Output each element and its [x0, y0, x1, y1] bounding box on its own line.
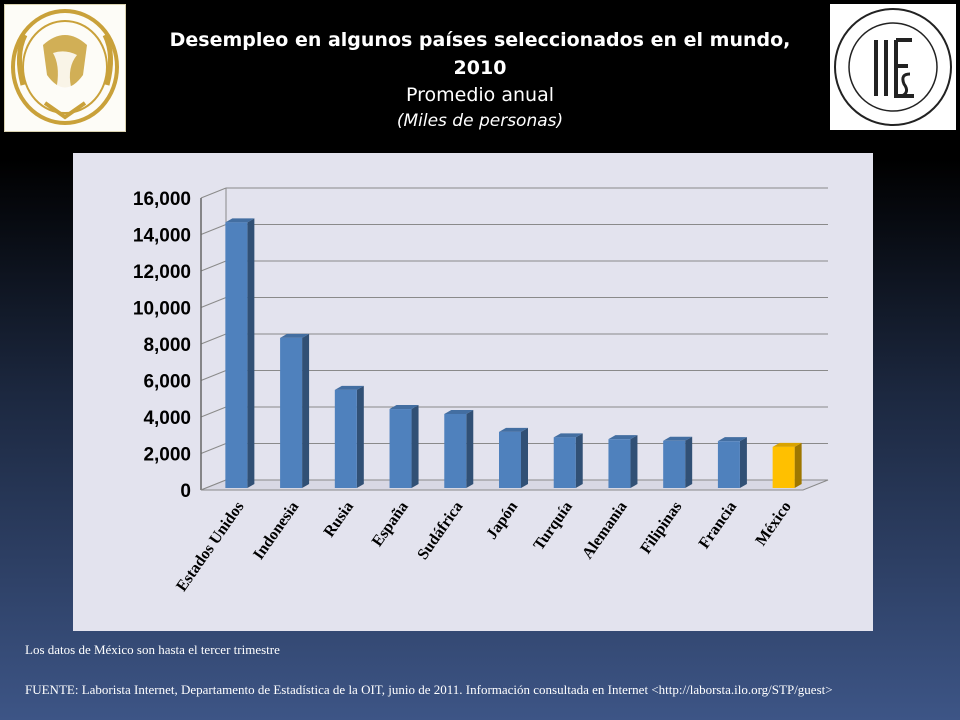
- bar-side: [466, 409, 474, 488]
- gridline-side: [200, 406, 227, 418]
- bar-top: [389, 405, 419, 410]
- bar: [553, 437, 576, 488]
- bar-top: [225, 218, 255, 223]
- bar-side: [794, 442, 802, 488]
- y-tick-label: 2,000: [143, 445, 191, 466]
- x-tick-label: Estados Unidos: [173, 499, 247, 595]
- source-note: FUENTE: Laborista Internet, Departamento…: [25, 682, 833, 697]
- iiec-logo: [830, 4, 956, 130]
- bar: [663, 440, 686, 488]
- gridline-side: [200, 297, 227, 308]
- x-tick-label: Sudáfrica: [414, 499, 466, 563]
- x-tick-label: Rusia: [321, 499, 357, 541]
- y-tick-label: 16,000: [133, 189, 191, 210]
- bar-side: [247, 218, 255, 488]
- y-tick-label: 8,000: [143, 335, 191, 356]
- bar-side: [302, 333, 310, 488]
- bar-top: [608, 435, 638, 440]
- x-tick-label: España: [369, 499, 412, 550]
- bar: [608, 439, 631, 488]
- bar-side: [356, 385, 364, 488]
- bar-side: [739, 437, 747, 488]
- gridline-side: [200, 187, 227, 199]
- y-tick-label: 12,000: [133, 262, 191, 283]
- bar-top: [663, 436, 693, 441]
- gridline-side: [200, 370, 227, 381]
- bar-top: [717, 437, 747, 442]
- chart-subtitle: Promedio anual: [406, 84, 554, 106]
- bar-top: [499, 427, 528, 432]
- bar-side: [630, 435, 638, 488]
- x-tick-label: Francia: [696, 499, 741, 552]
- gridline-side: [200, 224, 227, 235]
- bar-side: [521, 427, 528, 488]
- bar-top: [334, 385, 364, 390]
- bar: [225, 222, 248, 488]
- y-tick-label: 10,000: [133, 299, 191, 320]
- bar: [280, 337, 303, 488]
- bar: [717, 441, 740, 488]
- gridline-side: [200, 333, 227, 345]
- chart-title-line1: Desempleo en algunos países seleccionado…: [169, 29, 791, 51]
- footnote: Los datos de México son hasta el tercer …: [25, 642, 280, 657]
- y-tick-label: 0: [180, 481, 191, 502]
- bar-chart: 0 2,000 4,000 6,000 8,000 10,000 12,000 14,000 1…: [133, 187, 829, 595]
- bar-side: [411, 405, 419, 488]
- bar: [499, 431, 521, 488]
- iiec-seal-graphic: [834, 8, 952, 126]
- gridline-side: [200, 443, 227, 454]
- x-tick-label: Japón: [483, 498, 521, 542]
- y-tick-label: 4,000: [143, 408, 191, 429]
- chart-title-line2: 2010: [453, 57, 507, 79]
- bar: [444, 413, 467, 488]
- bar: [772, 446, 795, 488]
- chart-units: (Miles de personas): [396, 111, 564, 131]
- unam-seal-graphic: [11, 9, 119, 125]
- bar: [334, 389, 357, 488]
- x-tick-label: México: [752, 499, 794, 550]
- bar-top: [772, 442, 802, 447]
- x-tick-label: Filipinas: [637, 499, 685, 558]
- bar-top: [553, 433, 583, 438]
- x-tick-label: Indonesia: [250, 499, 302, 563]
- y-tick-label: 6,000: [143, 372, 191, 393]
- gridline-side: [200, 260, 227, 272]
- unam-logo: [4, 4, 126, 132]
- bar: [389, 409, 412, 488]
- y-tick-label: 14,000: [133, 226, 191, 247]
- bar-side: [685, 436, 693, 488]
- chart-panel: 0 2,000 4,000 6,000 8,000 10,000 12,000 14,000 1…: [73, 153, 873, 631]
- x-tick-label: Alemania: [579, 499, 631, 563]
- slide-title-block: Desempleo en algunos países seleccionado…: [150, 26, 810, 134]
- bar-side: [575, 433, 583, 488]
- x-tick-label: Turquía: [530, 499, 576, 554]
- bar-top: [280, 333, 310, 338]
- bar-top: [444, 409, 474, 414]
